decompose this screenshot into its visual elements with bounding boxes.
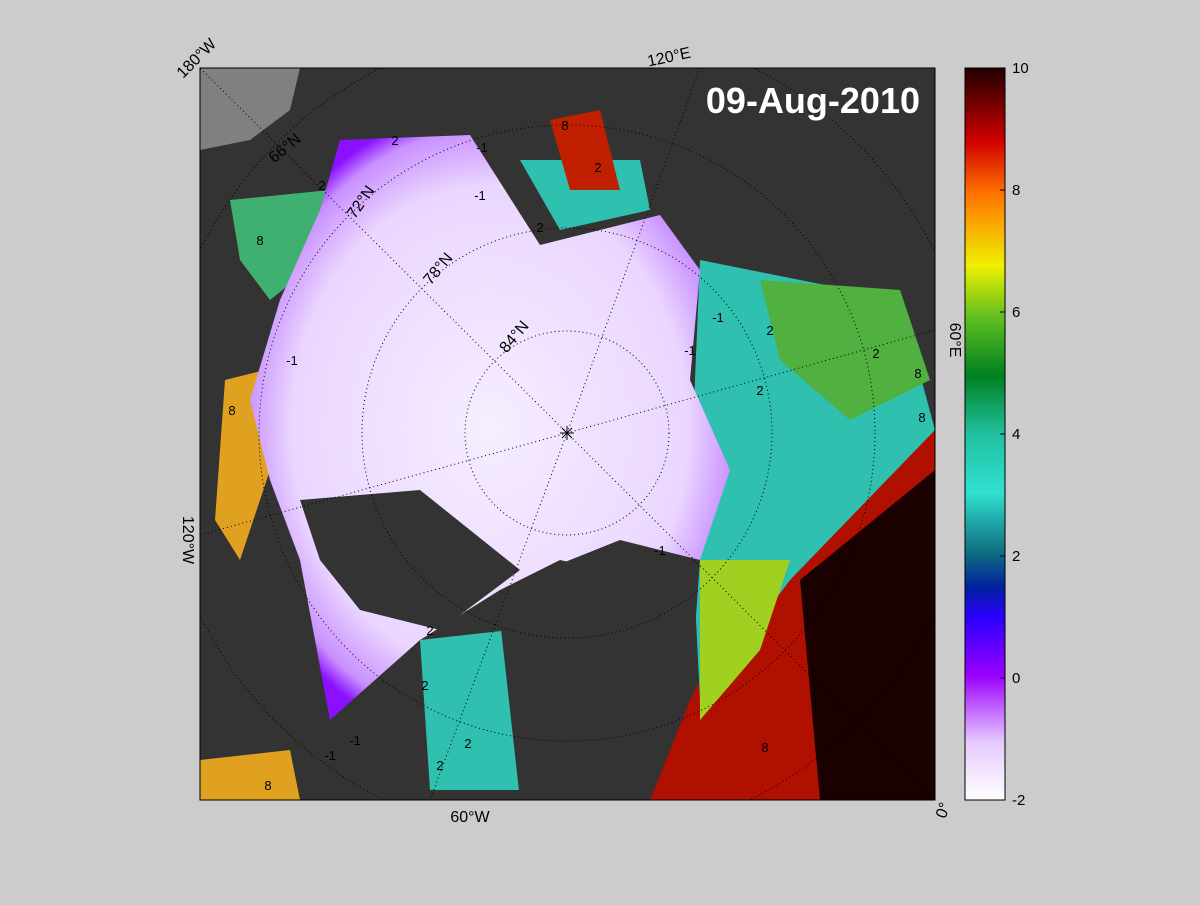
pole-marker [560,426,574,440]
longitude-label: 120°E [646,45,692,71]
contour-label: 8 [228,403,235,418]
graticule [200,68,935,800]
contour-label: -1 [286,353,298,368]
contour-label: 2 [872,346,879,361]
colorbar-tick-label: 8 [1012,182,1020,199]
ocean [200,750,300,800]
contour-label: -1 [324,748,336,763]
date-label: 09-Aug-2010 [706,80,920,121]
latitude-circle [464,330,670,536]
contour-label: 8 [914,366,921,381]
map: 2 -1 2 -1 2 8 8 2 -1 8 -1 2 -1 2 2 8 8 -1 2 2 2 2 8 -1 -1 8 [200,68,935,800]
contour-label: 2 [464,736,471,751]
contour-label: 2 [594,160,601,175]
ocean [420,630,520,790]
longitude-label: 60°W [450,809,490,826]
colorbar-tick-label: 4 [1012,426,1020,443]
contour-label: -1 [654,543,666,558]
contour-label: 8 [264,778,271,793]
out-of-domain [200,68,300,150]
colorbar [964,67,1006,801]
contour-label: 8 [918,410,925,425]
meridian [566,68,701,434]
ocean [550,110,620,190]
ocean [700,560,790,720]
archipelago [300,490,520,630]
map-frame [199,67,936,801]
ocean [230,190,330,300]
greenland [500,540,700,800]
contour-label: -1 [476,140,488,155]
contour-label: -1 [349,733,361,748]
contour-label: 8 [561,118,568,133]
colorbar-tick-label: 2 [1012,548,1020,565]
contour-label: 2 [421,678,428,693]
ocean [520,160,650,230]
contour-label: 8 [256,233,263,248]
contour-label: 2 [756,383,763,398]
colorbar-ticks: -2 0 2 4 6 8 10 [1000,60,1029,809]
contour-label: -1 [684,343,696,358]
latitude-circle [361,227,773,639]
colorbar-tick-label: 6 [1012,304,1020,321]
contour-label: -1 [712,310,724,325]
contour-label: 2 [391,133,398,148]
colorbar-tick-label: -2 [1012,792,1025,809]
colorbar-tick-label: 10 [1012,60,1029,77]
contour-label: 2 [766,323,773,338]
longitude-label: 120°W [179,516,196,565]
contour-label: -1 [474,188,486,203]
contour-label: 8 [761,740,768,755]
warm-ocean [800,470,935,800]
contour-label: 2 [436,758,443,773]
contour-label: 2 [536,220,543,235]
contour-labels: 2 -1 2 -1 2 8 8 2 -1 8 -1 2 -1 2 2 8 8 -1 2 2 2 2 8 -1 -1 8 [228,118,925,793]
latitude-circle [258,124,876,742]
colorbar-tick-label: 0 [1012,670,1020,687]
contour-label: 2 [318,178,325,193]
longitude-label: 0° [933,800,954,820]
longitude-label: 60°E [946,323,963,358]
contour-label: 2 [426,623,433,638]
ocean [760,280,930,420]
